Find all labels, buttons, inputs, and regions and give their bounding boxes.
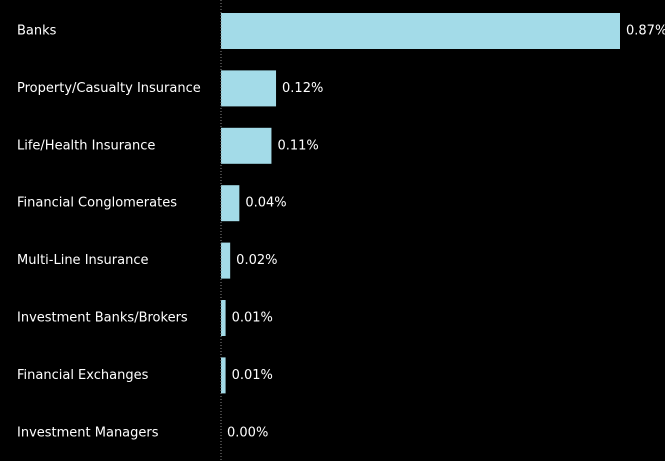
value-label: 0.01% (232, 368, 273, 383)
category-label: Property/Casualty Insurance (17, 81, 201, 96)
value-label: 0.00% (227, 425, 268, 440)
category-label: Financial Exchanges (17, 368, 149, 383)
bar (221, 185, 240, 222)
bar (221, 300, 226, 336)
bar (221, 13, 620, 49)
value-label: 0.04% (245, 196, 286, 211)
value-label: 0.12% (282, 81, 323, 96)
category-label: Banks (17, 24, 57, 39)
category-label: Life/Health Insurance (17, 138, 155, 153)
category-label: Investment Banks/Brokers (17, 311, 188, 326)
bar (221, 242, 231, 279)
value-label: 0.02% (236, 253, 277, 268)
value-label: 0.01% (232, 311, 273, 326)
value-label: 0.87% (626, 24, 665, 39)
value-label: 0.11% (277, 138, 318, 153)
bar (221, 127, 272, 164)
category-label: Multi-Line Insurance (17, 253, 148, 268)
category-label: Investment Managers (17, 425, 159, 440)
category-label: Financial Conglomerates (17, 196, 177, 211)
bar (221, 357, 226, 394)
bar (221, 70, 277, 107)
